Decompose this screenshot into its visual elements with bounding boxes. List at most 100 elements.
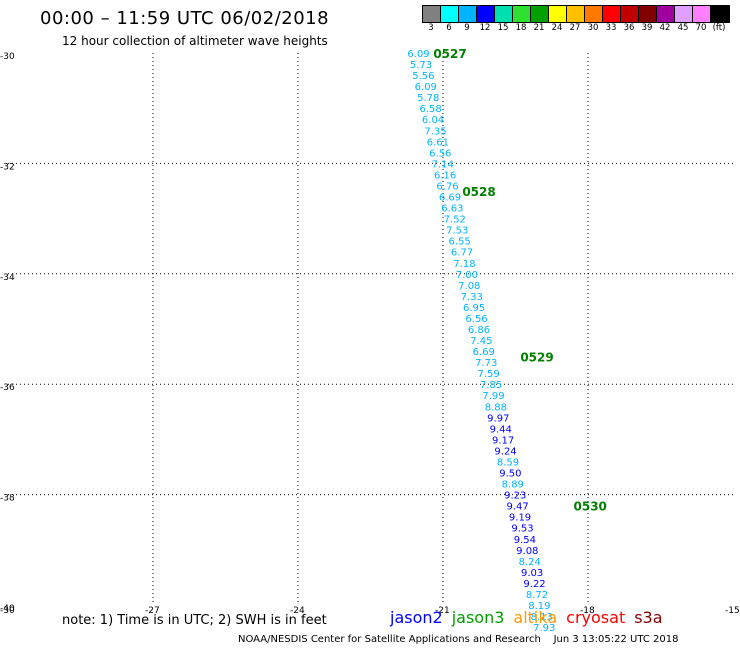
wave-height-point: 7.73: [475, 358, 497, 369]
colorbar-swatch: [639, 6, 657, 22]
wave-height-point: 9.44: [490, 424, 512, 435]
map-title: 00:00 – 11:59 UTC 06/02/2018: [40, 8, 330, 29]
colorbar-label: 70: [695, 23, 707, 33]
wave-height-point: 6.69: [439, 193, 461, 204]
x-tick-label: -24: [290, 606, 305, 616]
wave-height-point: 6.86: [468, 325, 490, 336]
colorbar-swatch: [513, 6, 531, 22]
wave-height-point: 8.19: [528, 601, 550, 612]
satellite-legend: jason2 jason3 altika cryosat s3a: [390, 608, 672, 627]
colorbar-swatch: [459, 6, 477, 22]
colorbar-label: 42: [659, 23, 671, 33]
wave-height-point: 8.24: [519, 557, 541, 568]
colorbar-label: 33: [605, 23, 617, 33]
colorbar-label: 45: [677, 23, 689, 33]
colorbar-swatch: [675, 6, 693, 22]
colorbar-swatch: [585, 6, 603, 22]
wave-height-point: 6.16: [434, 170, 456, 181]
x-tick-label: -18: [580, 606, 595, 616]
colorbar-label: (ft): [712, 23, 726, 33]
wave-height-point: 7.33: [461, 292, 483, 303]
colorbar-label: 12: [479, 23, 491, 33]
colorbar-swatch: [477, 6, 495, 22]
wave-height-point: 5.73: [410, 60, 432, 71]
wave-height-point: 9.54: [514, 535, 536, 546]
wave-height-point: 9.24: [494, 446, 516, 457]
wave-height-point: 6.63: [441, 204, 463, 215]
time-labels: 0527 0528 0529 0530: [433, 47, 607, 514]
wave-height-point: 6.61: [427, 137, 449, 148]
wave-height-point: 6.09: [415, 82, 437, 93]
x-tick-label: -27: [145, 606, 160, 616]
y-tick-label: -32: [0, 162, 15, 172]
wave-height-point: 8.72: [526, 590, 548, 601]
time-label: 0529: [520, 351, 553, 365]
time-label: 0528: [462, 185, 495, 199]
wave-height-point: 7.35: [424, 126, 446, 137]
x-tick-label: -15: [725, 606, 740, 616]
wave-height-point: 7.52: [444, 215, 466, 226]
wave-height-point: 5.78: [417, 93, 439, 104]
wave-height-point: 7.53: [446, 226, 468, 237]
y-tick-label: -38: [0, 494, 15, 504]
colorbar-swatch: [495, 6, 513, 22]
footer-timestamp: Jun 3 13:05:22 UTC 2018: [553, 634, 679, 645]
colorbar-swatch: [693, 6, 711, 22]
wave-height-point: 8.59: [497, 457, 519, 468]
graticule: [8, 53, 733, 605]
colorbar-swatch: [567, 6, 585, 22]
wave-height-values: 6.095.735.566.095.786.586.047.356.616.56…: [407, 49, 555, 634]
wave-height-point: 6.55: [449, 237, 471, 248]
wave-height-point: 7.85: [480, 380, 502, 391]
wave-height-point: 6.56: [429, 148, 451, 159]
colorbar-swatch: [621, 6, 639, 22]
colorbar-label: 36: [623, 23, 635, 33]
x-tick-label: -21: [435, 606, 450, 616]
time-label: 0530: [574, 500, 607, 514]
footer: NOAA/NESDIS Center for Satellite Applica…: [238, 634, 678, 645]
colorbar-label: 6: [446, 23, 452, 33]
wave-height-point: 6.95: [463, 303, 485, 314]
colorbar-label: 30: [587, 23, 599, 33]
colorbar-swatch: [549, 6, 567, 22]
legend-item-altika: altika: [513, 608, 558, 627]
legend-item-cryosat: cryosat: [566, 608, 626, 627]
wave-height-point: 9.97: [487, 413, 509, 424]
colorbar-swatch: [657, 6, 675, 22]
wave-height-point: 6.04: [422, 115, 444, 126]
colorbar-swatch: [423, 6, 441, 22]
colorbar-swatch: [531, 6, 549, 22]
wave-height-point: 7.99: [482, 391, 504, 402]
colorbar-swatch: [711, 6, 729, 22]
wave-height-point: 9.50: [499, 469, 521, 480]
wave-height-point: 7.93: [533, 623, 555, 634]
wave-height-point: 6.56: [465, 314, 487, 325]
y-tick-label: -36: [0, 383, 15, 393]
colorbar-label: 3: [428, 23, 434, 33]
time-label: 0527: [433, 47, 466, 61]
wave-height-point: 9.19: [509, 513, 531, 524]
map-subtitle: 12 hour collection of altimeter wave hei…: [62, 34, 328, 48]
wave-height-point: 9.23: [504, 491, 526, 502]
note-text: note: 1) Time is in UTC; 2) SWH is in fe…: [62, 613, 327, 628]
wave-height-point: 9.08: [516, 546, 538, 557]
colorbar-swatch: [441, 6, 459, 22]
wave-height-point: 9.22: [523, 579, 545, 590]
footer-credit: NOAA/NESDIS Center for Satellite Applica…: [238, 634, 541, 645]
y-tick-label: -34: [0, 273, 15, 283]
colorbar-label: 27: [569, 23, 581, 33]
legend-item-jason3: jason3: [451, 608, 505, 627]
colorbar-label: 18: [515, 23, 527, 33]
wave-height-point: 7.45: [470, 336, 492, 347]
wave-height-point: 6.77: [451, 248, 473, 259]
wave-height-point: 8.89: [502, 480, 524, 491]
wave-height-point: 7.00: [456, 270, 478, 281]
colorbar-label: 21: [533, 23, 545, 33]
colorbar-label: 24: [551, 23, 563, 33]
colorbar-swatch: [603, 6, 621, 22]
wave-height-point: 6.69: [473, 347, 495, 358]
wave-height-point: 9.47: [507, 502, 529, 513]
wave-height-point: 9.53: [511, 524, 533, 535]
wave-height-point: 6.09: [407, 49, 429, 60]
